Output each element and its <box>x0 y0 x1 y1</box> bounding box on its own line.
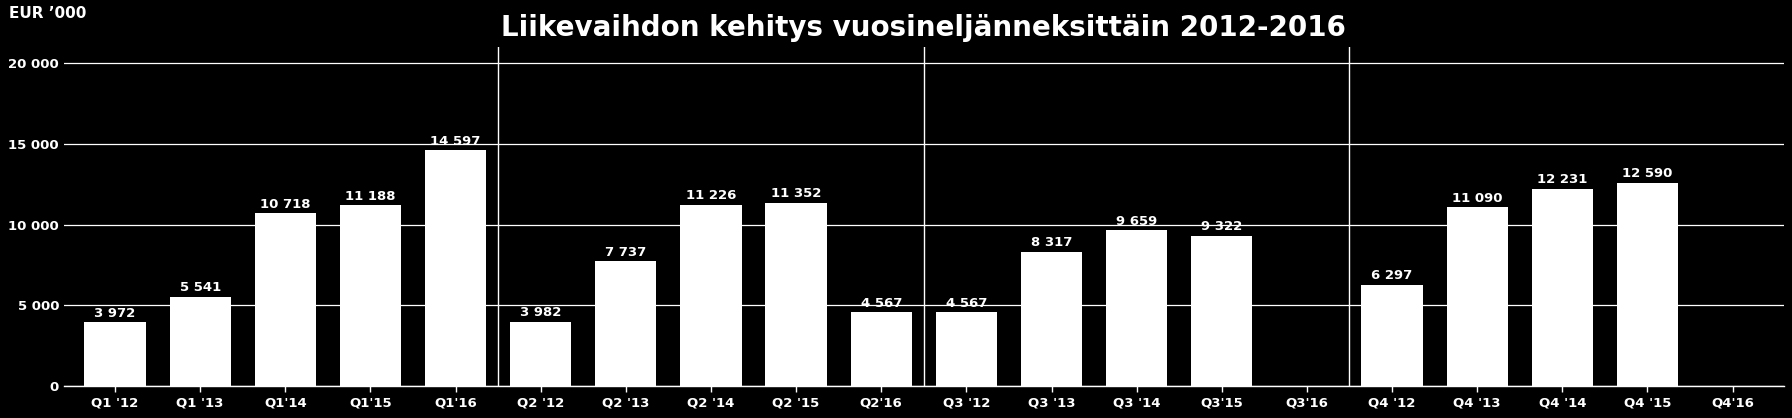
Text: 3 972: 3 972 <box>95 307 136 320</box>
Bar <box>595 261 656 386</box>
Text: EUR ’000: EUR ’000 <box>9 6 86 21</box>
Text: 11 090: 11 090 <box>1452 191 1502 205</box>
Bar <box>254 213 315 386</box>
Bar <box>851 313 912 386</box>
Text: 4 567: 4 567 <box>860 297 901 310</box>
Bar <box>340 206 401 386</box>
Bar <box>1021 252 1082 386</box>
Text: 3 982: 3 982 <box>520 306 561 319</box>
Text: 11 352: 11 352 <box>771 187 821 200</box>
Text: 4 567: 4 567 <box>946 297 987 310</box>
Text: 11 226: 11 226 <box>686 189 737 202</box>
Text: 7 737: 7 737 <box>606 246 647 259</box>
Text: 14 597: 14 597 <box>430 135 480 148</box>
Bar <box>1532 189 1593 386</box>
Bar <box>1192 236 1253 386</box>
Title: Liikevaihdon kehitys vuosineljänneksittäin 2012-2016: Liikevaihdon kehitys vuosineljänneksittä… <box>502 14 1346 42</box>
Bar <box>1616 183 1677 386</box>
Bar <box>935 313 996 386</box>
Bar <box>681 205 742 386</box>
Text: 11 188: 11 188 <box>346 190 396 203</box>
Text: 8 317: 8 317 <box>1030 237 1072 250</box>
Text: 10 718: 10 718 <box>260 198 310 211</box>
Bar <box>511 322 572 386</box>
Text: 9 659: 9 659 <box>1116 215 1158 228</box>
Text: 5 541: 5 541 <box>179 281 220 294</box>
Bar <box>1106 230 1167 386</box>
Text: 9 322: 9 322 <box>1201 220 1242 233</box>
Bar <box>84 322 145 386</box>
Bar <box>765 203 826 386</box>
Bar <box>425 150 486 386</box>
Bar <box>1362 285 1423 386</box>
Text: 12 590: 12 590 <box>1622 168 1672 181</box>
Text: 6 297: 6 297 <box>1371 269 1412 282</box>
Text: 12 231: 12 231 <box>1538 173 1588 186</box>
Bar <box>170 297 231 386</box>
Bar <box>1446 207 1507 386</box>
